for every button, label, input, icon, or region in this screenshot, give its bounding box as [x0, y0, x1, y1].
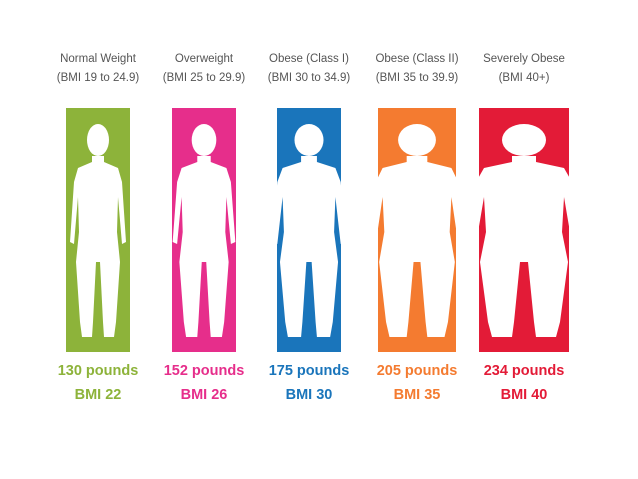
- silhouette: [368, 124, 466, 337]
- weight: 205 pounds: [377, 363, 458, 379]
- category-label: Overweight: [175, 53, 234, 65]
- silhouette: [172, 124, 236, 337]
- bmi-value: BMI 35: [394, 387, 441, 403]
- bmi-range: (BMI 35 to 39.9): [376, 72, 459, 84]
- bmi-range: (BMI 19 to 24.9): [57, 72, 140, 84]
- bmi-value: BMI 40: [501, 387, 548, 403]
- bmi-range: (BMI 30 to 34.9): [268, 72, 351, 84]
- weight: 234 pounds: [484, 363, 565, 379]
- category-label: Severely Obese: [483, 53, 565, 65]
- weight: 152 pounds: [164, 363, 245, 379]
- bmi-range: (BMI 25 to 29.9): [163, 72, 246, 84]
- category-label: Normal Weight: [60, 53, 137, 65]
- weight: 175 pounds: [269, 363, 350, 379]
- silhouette: [272, 124, 346, 337]
- bmi-range: (BMI 40+): [499, 72, 550, 84]
- category-label: Obese (Class II): [375, 53, 458, 65]
- silhouette: [70, 124, 126, 337]
- bmi-value: BMI 26: [181, 387, 228, 403]
- bmi-value: BMI 22: [75, 387, 122, 403]
- category-label: Obese (Class I): [269, 53, 349, 65]
- silhouette: [468, 124, 580, 337]
- weight: 130 pounds: [58, 363, 139, 379]
- bmi-value: BMI 30: [286, 387, 333, 403]
